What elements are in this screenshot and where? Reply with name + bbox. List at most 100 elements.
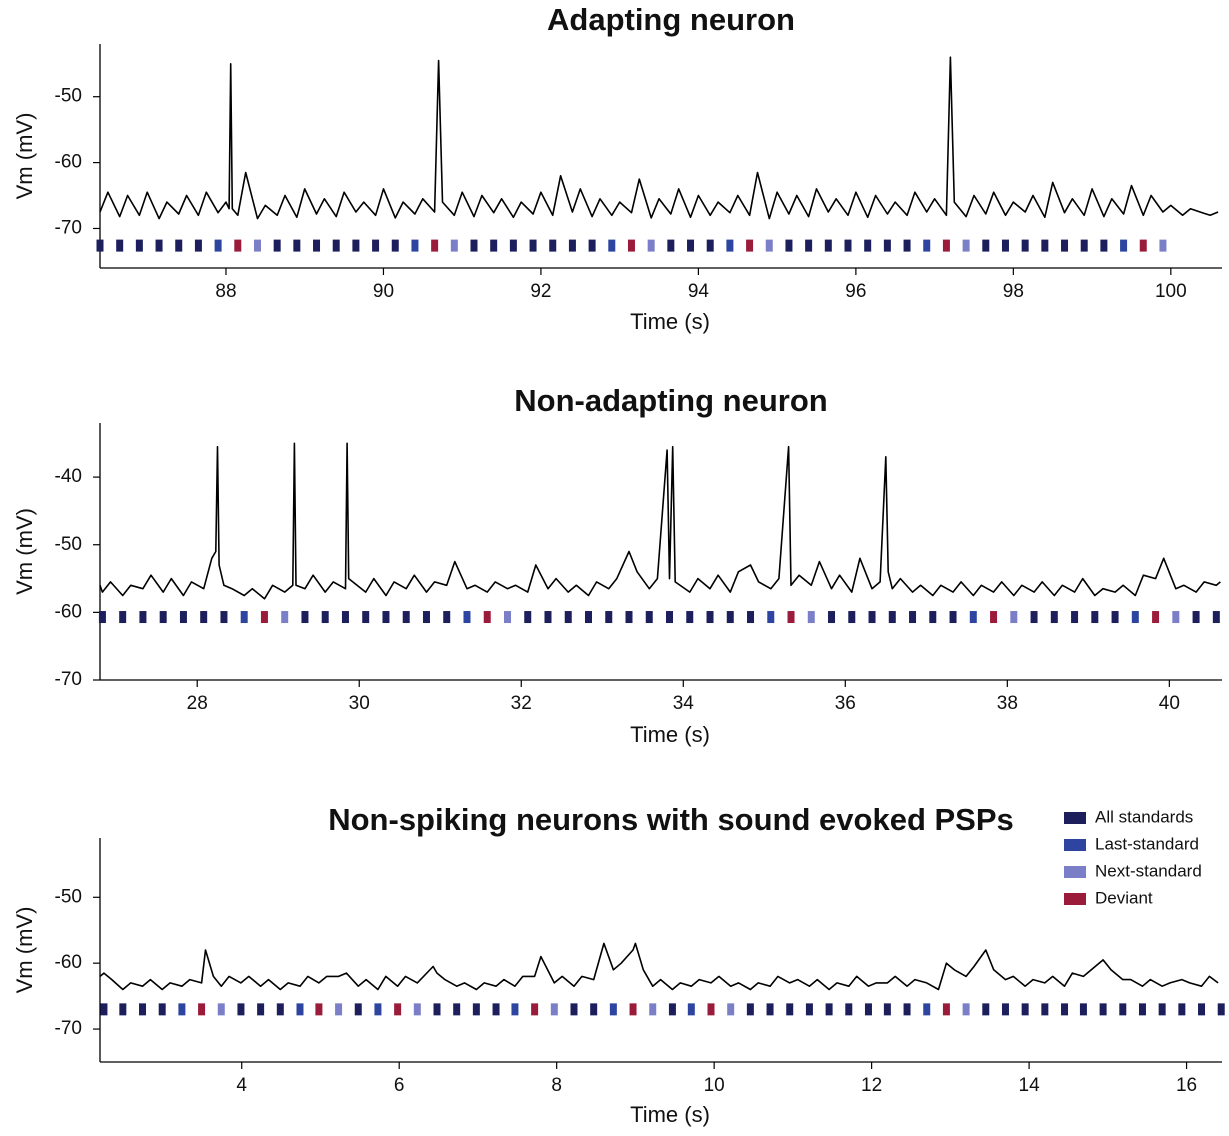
stimulus-marker <box>116 239 124 252</box>
stimulus-marker <box>1080 239 1088 252</box>
y-tick-label: -40 <box>55 466 82 487</box>
stimulus-marker <box>490 239 498 252</box>
x-tick-label: 100 <box>1155 281 1187 302</box>
stimulus-marker <box>845 1003 853 1016</box>
stimulus-marker <box>1050 611 1058 624</box>
stimulus-marker <box>544 611 552 624</box>
y-tick-label: -50 <box>55 86 82 107</box>
stimulus-marker <box>923 1003 931 1016</box>
stimulus-marker <box>281 611 289 624</box>
x-tick-label: 10 <box>704 1075 725 1096</box>
x-tick-label: 28 <box>187 693 208 714</box>
legend-label: All standards <box>1095 807 1193 826</box>
x-tick-label: 96 <box>845 281 866 302</box>
stimulus-marker <box>747 611 755 624</box>
x-axis-label: Time (s) <box>630 309 710 334</box>
stimulus-marker <box>200 611 208 624</box>
stimulus-marker <box>668 1003 676 1016</box>
stimulus-marker <box>374 1003 382 1016</box>
stimulus-marker <box>1178 1003 1186 1016</box>
stimulus-marker <box>1001 239 1009 252</box>
stimulus-marker <box>352 239 360 252</box>
stimulus-marker <box>982 1003 990 1016</box>
x-tick-label: 8 <box>551 1075 562 1096</box>
stimulus-marker <box>706 611 714 624</box>
stimulus-marker <box>492 1003 500 1016</box>
y-tick-label: -60 <box>55 152 82 173</box>
x-tick-label: 6 <box>394 1075 405 1096</box>
stimulus-marker <box>868 611 876 624</box>
stimulus-marker <box>98 611 106 624</box>
stimulus-marker <box>511 1003 519 1016</box>
stimulus-marker <box>1119 1003 1127 1016</box>
stimulus-marker <box>766 1003 774 1016</box>
stimulus-marker <box>888 611 896 624</box>
stimulus-marker <box>1071 611 1079 624</box>
stimulus-marker <box>942 1003 950 1016</box>
legend-label: Deviant <box>1095 888 1153 907</box>
x-tick-label: 90 <box>373 281 394 302</box>
stimulus-marker <box>139 1003 147 1016</box>
y-tick-label: -70 <box>55 669 82 690</box>
stimulus-marker <box>354 1003 362 1016</box>
stimulus-marker <box>529 239 537 252</box>
stimulus-marker <box>787 611 795 624</box>
panel-title: Non-adapting neuron <box>514 383 827 418</box>
x-tick-label: 32 <box>511 693 532 714</box>
stimulus-marker <box>382 611 390 624</box>
stimulus-marker <box>666 611 674 624</box>
voltage-trace <box>99 56 1219 220</box>
stimulus-marker <box>1099 1003 1107 1016</box>
stimulus-marker <box>362 611 370 624</box>
stimulus-marker <box>903 239 911 252</box>
stimulus-marker <box>257 1003 265 1016</box>
stimulus-marker <box>949 611 957 624</box>
stimulus-marker <box>335 1003 343 1016</box>
stimulus-marker <box>1001 1003 1009 1016</box>
stimulus-marker <box>443 611 451 624</box>
y-tick-label: -70 <box>55 1018 82 1039</box>
stimulus-marker <box>1061 1003 1069 1016</box>
stimulus-marker <box>726 239 734 252</box>
stimulus-marker <box>1021 1003 1029 1016</box>
stimulus-marker <box>321 611 329 624</box>
stimulus-marker <box>726 611 734 624</box>
stimulus-marker <box>372 239 380 252</box>
stimulus-marker <box>828 611 836 624</box>
stimulus-marker <box>411 239 419 252</box>
panel-title: Non-spiking neurons with sound evoked PS… <box>328 802 1014 837</box>
stimulus-marker <box>1091 611 1099 624</box>
stimulus-marker <box>608 239 616 252</box>
y-axis-label: Vm (mV) <box>12 508 37 595</box>
stimulus-marker <box>524 611 532 624</box>
y-tick-label: -60 <box>55 952 82 973</box>
stimulus-marker <box>301 611 309 624</box>
stimulus-marker <box>472 1003 480 1016</box>
stimulus-marker <box>234 239 242 252</box>
stimulus-marker <box>1192 611 1200 624</box>
stimulus-marker <box>1030 611 1038 624</box>
stimulus-marker <box>1041 239 1049 252</box>
stimulus-marker <box>629 1003 637 1016</box>
x-tick-label: 36 <box>835 693 856 714</box>
stimulus-marker <box>848 611 856 624</box>
stimulus-marker <box>194 239 202 252</box>
stimulus-marker <box>1010 611 1018 624</box>
stimulus-marker <box>402 611 410 624</box>
stimulus-marker <box>588 239 596 252</box>
x-tick-label: 40 <box>1159 693 1180 714</box>
x-tick-label: 16 <box>1176 1075 1197 1096</box>
stimulus-marker <box>767 611 775 624</box>
stimulus-marker <box>453 1003 461 1016</box>
stimulus-marker <box>727 1003 735 1016</box>
stimulus-marker <box>220 611 228 624</box>
stimulus-marker <box>687 1003 695 1016</box>
stimulus-marker <box>1041 1003 1049 1016</box>
stimulus-marker <box>431 239 439 252</box>
stimulus-marker <box>568 239 576 252</box>
stimulus-marker <box>276 1003 284 1016</box>
stimulus-marker <box>1079 1003 1087 1016</box>
voltage-trace <box>99 942 1219 991</box>
stimulus-marker <box>647 239 655 252</box>
stimulus-marker <box>1061 239 1069 252</box>
